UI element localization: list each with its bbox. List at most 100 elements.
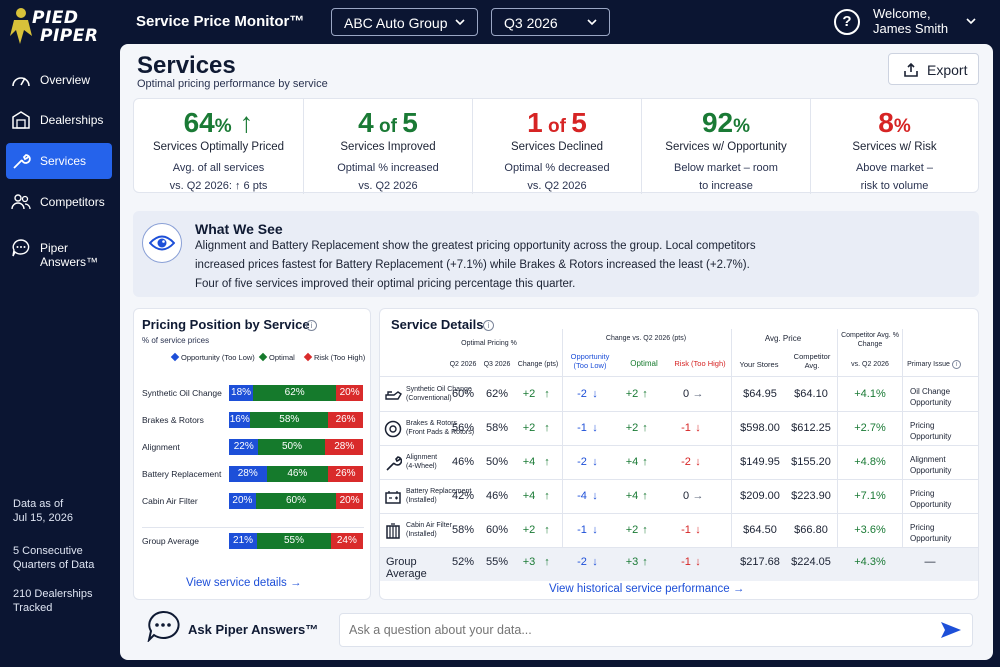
chevron-down-icon — [455, 19, 465, 26]
cell-optc-arrow: ↑ — [642, 490, 648, 502]
service-name-line1: Cabin Air Filter — [406, 522, 452, 529]
view-historical-performance-link[interactable]: View historical service performance → — [549, 583, 745, 595]
help-icon[interactable]: ? — [834, 9, 860, 35]
cell-your: $217.68 — [740, 556, 780, 568]
cell-riskc: 0 — [682, 388, 690, 400]
info-icon[interactable]: i — [306, 320, 317, 331]
table-row-group-average — [380, 547, 978, 581]
sidebar-item-label: Competitors — [40, 195, 105, 209]
chevron-down-icon[interactable] — [964, 14, 978, 28]
period-select[interactable]: Q3 2026 — [491, 8, 610, 36]
sidebar-item-overview[interactable]: Overview — [6, 62, 112, 98]
cell-q2: 56% — [451, 422, 475, 434]
wrench-icon — [13, 154, 31, 169]
cell-opp: -1 — [577, 524, 587, 536]
kpi-sub: Below market – room to increase — [674, 162, 778, 192]
ask-input[interactable] — [339, 613, 973, 647]
opportunity-segment: 18% — [229, 385, 254, 401]
send-icon[interactable] — [940, 621, 962, 639]
risk-segment: 28% — [325, 439, 363, 455]
info-icon[interactable]: i — [951, 360, 961, 369]
welcome-text: Welcome, — [873, 6, 931, 21]
view-service-details-link[interactable]: View service details → — [186, 577, 302, 589]
cell-comp-chg: +4.8% — [854, 456, 886, 468]
optimal-segment: 60% — [255, 493, 337, 509]
col-group-change: Change vs. Q2 2026 (pts) — [605, 335, 687, 342]
opportunity-segment: 16% — [229, 412, 251, 428]
dealerships-info: 210 Dealerships Tracked — [13, 587, 93, 615]
kpi-label: Services w/ Risk — [852, 141, 937, 153]
col-header-competitor-change: Competitor Avg. % Change — [841, 332, 899, 348]
kpi-label: Services Declined — [510, 141, 604, 153]
cell-your: $149.95 — [740, 456, 780, 468]
service-name-line2: (Installed) — [406, 497, 437, 504]
col-header-competitor-avg: Competitor Avg. — [793, 352, 831, 370]
divider — [380, 411, 978, 412]
issue-line1: Pricing — [910, 523, 935, 532]
pricing-row-label: Battery Replacement — [142, 469, 222, 479]
pricing-row-label: Cabin Air Filter — [142, 496, 198, 506]
cell-riskc-arrow: ↓ — [695, 456, 701, 468]
issue-line2: Opportunity — [910, 398, 952, 407]
pricing-bar: 16% 58% 26% — [229, 412, 363, 428]
cell-riskc-arrow: ↓ — [695, 422, 701, 434]
divider — [380, 547, 978, 548]
pied-piper-logo[interactable]: PIED PIPER — [6, 6, 118, 50]
oil-can-icon — [385, 391, 402, 400]
piper-figure-icon — [10, 8, 32, 44]
risk-segment: 20% — [336, 493, 363, 509]
info-icon[interactable]: i — [483, 320, 494, 331]
col-header-risk: Risk (Too High) — [674, 359, 726, 368]
service-name-line2: (Installed) — [406, 531, 437, 538]
cell-chg: +2 — [522, 524, 536, 536]
chat-icon — [147, 610, 180, 642]
cell-opp: -1 — [577, 422, 587, 434]
optimal-segment: 58% — [250, 412, 329, 428]
sidebar-item-piper-answers[interactable]: Piper Answers™ — [6, 230, 112, 269]
quarters-line1: 5 Consecutive — [13, 545, 83, 557]
user-menu[interactable]: Welcome, James Smith — [873, 6, 948, 36]
issue-line1: Oil Change — [910, 387, 951, 396]
legend-item-risk: Risk (Too High) — [303, 352, 365, 362]
cell-opp-arrow: ↓ — [592, 524, 598, 536]
group-select-value: ABC Auto Group — [344, 15, 448, 31]
kpi-sub: Above market – risk to volume — [855, 162, 934, 192]
kpi-value: 64% ↑ — [183, 107, 254, 138]
service-name: Synthetic Oil Change (Conventional) — [406, 385, 472, 403]
sidebar-item-label: Piper Answers™ — [40, 241, 99, 269]
col-header-primary-issue: Primary Issue i — [902, 360, 966, 369]
cell-chg-arrow: ↑ — [544, 456, 550, 468]
primary-issue: Oil Change Opportunity — [910, 386, 951, 408]
chat-icon — [12, 239, 30, 257]
sidebar-item-competitors[interactable]: Competitors — [6, 184, 112, 220]
service-name-line1: Battery Replacement — [406, 488, 472, 495]
cell-q2: 52% — [451, 556, 475, 568]
cell-comp: $224.05 — [791, 556, 831, 568]
kpi-value: 1 of 5 — [527, 107, 587, 138]
cell-comp: $155.20 — [791, 456, 831, 468]
cell-riskc-arrow: ↓ — [695, 524, 701, 536]
pricing-bar: 18% 62% 20% — [229, 385, 363, 401]
cell-your: $209.00 — [740, 490, 780, 502]
kpi-services-risk: 8% Services w/ Risk Above market – risk t… — [810, 99, 978, 194]
export-button[interactable]: Export — [888, 53, 979, 85]
cell-q3: 55% — [485, 556, 509, 568]
group-select[interactable]: ABC Auto Group — [331, 8, 478, 36]
quarters-line2: Quarters of Data — [13, 559, 95, 571]
cell-optc-arrow: ↑ — [642, 422, 648, 434]
opportunity-segment: 20% — [229, 493, 256, 509]
opportunity-segment: 22% — [229, 439, 259, 455]
dealerships-line2: Tracked — [13, 602, 53, 614]
risk-segment: 24% — [330, 533, 363, 549]
pricing-row-label: Group Average — [142, 536, 200, 546]
cell-comp-chg: +3.6% — [854, 524, 886, 536]
data-as-of-date: Jul 15, 2026 — [13, 512, 73, 524]
kpi-services-declined: 1 of 5 Services Declined Optimal % decre… — [472, 99, 641, 194]
sidebar-item-dealerships[interactable]: Dealerships — [6, 102, 112, 138]
pricing-row-label: Brakes & Rotors — [142, 415, 204, 425]
kpi-sub: Optimal % increased vs. Q2 2026 — [337, 162, 439, 192]
primary-issue: Pricing Opportunity — [910, 420, 951, 442]
pricing-row-label: Synthetic Oil Change — [142, 388, 222, 398]
sidebar-item-services[interactable]: Services — [6, 143, 112, 179]
col-header-change: Change (pts) — [517, 361, 559, 368]
